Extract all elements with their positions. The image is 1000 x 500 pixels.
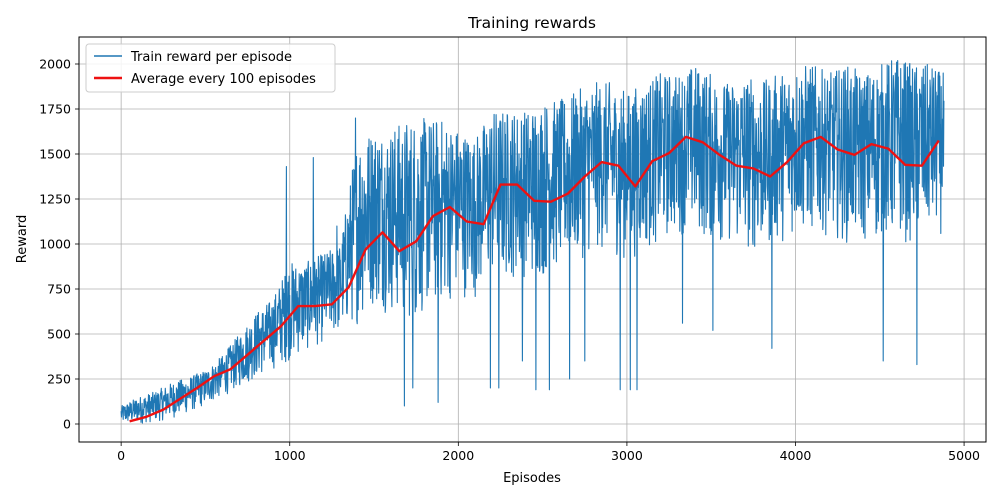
x-axis-label: Episodes	[503, 471, 561, 486]
y-tick-label: 0	[63, 417, 71, 432]
y-axis-label: Reward	[15, 215, 30, 263]
plot-data	[120, 60, 945, 424]
y-tick-label: 500	[47, 327, 71, 342]
y-tick-label: 1250	[39, 192, 71, 207]
axis-ticks: 0 1000 2000 3000 4000 5000 0 250 500 750 1000 1250 1…	[39, 57, 980, 464]
legend-box	[85, 43, 336, 93]
x-tick-label: 3000	[611, 448, 643, 463]
series-train-reward-line	[120, 60, 945, 424]
y-tick-label: 250	[47, 372, 71, 387]
x-tick-label: 1000	[274, 448, 306, 463]
x-tick-label: 0	[117, 448, 125, 463]
y-tick-label: 1000	[39, 237, 71, 252]
y-tick-label: 1500	[39, 147, 71, 162]
y-tick-label: 2000	[39, 57, 71, 72]
y-tick-label: 1750	[39, 102, 71, 117]
x-tick-label: 2000	[442, 448, 474, 463]
y-tick-label: 750	[47, 282, 71, 297]
legend-label-train: Train reward per episode	[130, 50, 292, 65]
chart-title: Training rewards	[467, 14, 596, 32]
x-tick-label: 4000	[780, 448, 812, 463]
series-average-line	[129, 135, 940, 423]
plot-frame	[78, 36, 987, 443]
legend: Train reward per episode Average every 1…	[85, 43, 336, 93]
x-tick-label: 5000	[948, 448, 980, 463]
legend-label-average: Average every 100 episodes	[131, 72, 316, 87]
